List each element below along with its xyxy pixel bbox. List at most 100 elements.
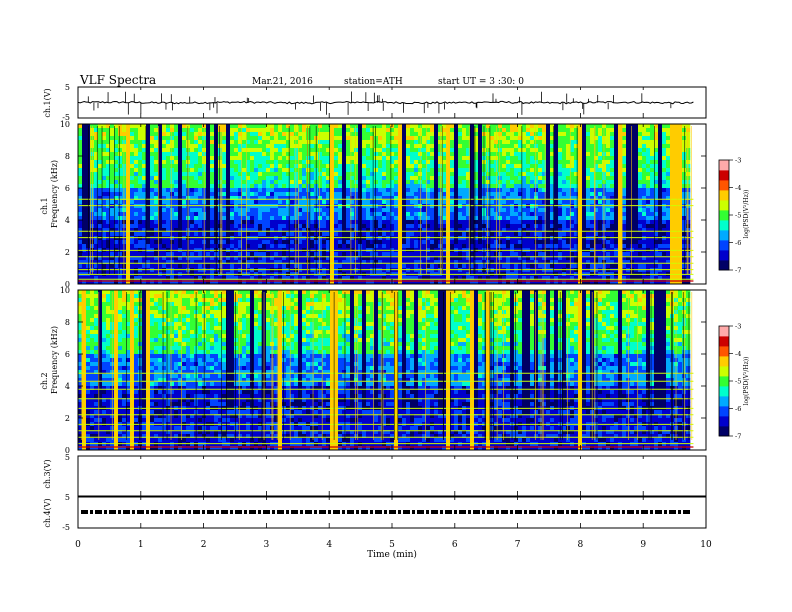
spectrogram-cell	[454, 168, 459, 173]
spectrogram-cell	[274, 228, 279, 233]
spectrogram-cell	[322, 232, 327, 237]
spectrogram-cell	[250, 148, 255, 153]
spectrogram-cell	[598, 180, 603, 185]
spectrogram-cell	[422, 156, 427, 161]
spectrogram-cell	[510, 240, 515, 245]
spectrogram-cell	[522, 168, 527, 173]
spectrogram-cell	[166, 212, 171, 217]
spectrogram-cell	[94, 216, 99, 221]
spectrogram-cell	[142, 252, 147, 257]
spectrogram-cell	[674, 180, 679, 185]
spectrogram-cell	[606, 216, 611, 221]
spectrogram-cell	[342, 152, 347, 157]
spectrogram-cell	[650, 144, 655, 149]
spectrogram-cell	[206, 140, 211, 145]
spectrogram-cell	[666, 168, 671, 173]
spectrogram-cell	[326, 184, 331, 189]
spectrogram-cell	[234, 188, 239, 193]
spectrogram-cell	[526, 132, 531, 137]
spectrogram-cell	[426, 156, 431, 161]
spectrogram-cell	[326, 172, 331, 177]
spectrogram-cell	[406, 136, 411, 141]
spectrogram-cell	[558, 244, 563, 249]
spectrogram-cell	[318, 136, 323, 141]
spectrogram-cell	[614, 188, 619, 193]
spectrogram-cell	[318, 128, 323, 133]
spectrogram-cell	[634, 236, 639, 241]
spectrogram-cell	[654, 224, 659, 229]
spectrogram-cell	[210, 208, 215, 213]
spectrogram-cell	[374, 244, 379, 249]
spectrogram-cell	[378, 224, 383, 229]
spectrogram-cell	[670, 172, 675, 177]
spectrogram-cell	[490, 244, 495, 249]
spectrogram-cell	[250, 204, 255, 209]
spectrogram-cell	[162, 172, 167, 177]
spectrogram-cell	[646, 220, 651, 225]
spectrogram-cell	[358, 212, 363, 217]
spectrogram-cell	[386, 216, 391, 221]
spectrogram-cell	[190, 224, 195, 229]
spectrogram-cell	[158, 228, 163, 233]
spectrogram-cell	[454, 232, 459, 237]
spectrogram-cell	[154, 216, 159, 221]
spectrogram-cell	[570, 136, 575, 141]
spectrogram-cell	[94, 240, 99, 245]
spectrogram-cell	[634, 244, 639, 249]
spectrogram-cell	[334, 164, 339, 169]
spectrogram-cell	[510, 224, 515, 229]
spectrogram-cell	[454, 204, 459, 209]
spectrogram-cell	[422, 236, 427, 241]
spectrogram-cell	[538, 164, 543, 169]
spectrogram-cell	[446, 204, 451, 209]
spectrogram-cell	[518, 208, 523, 213]
spectrogram-cell	[330, 124, 335, 129]
spectrogram-cell	[462, 208, 467, 213]
spectrogram-cell	[670, 216, 675, 221]
spectrogram-cell	[134, 208, 139, 213]
spectrogram-cell	[434, 132, 439, 137]
spectrogram-cell	[342, 144, 347, 149]
spectrogram-cell	[194, 144, 199, 149]
spectrogram-cell	[374, 176, 379, 181]
spectrogram-cell	[346, 180, 351, 185]
spectrogram-cell	[398, 140, 403, 145]
spectrogram-cell	[366, 128, 371, 133]
spectrogram-cell	[390, 176, 395, 181]
spectrogram-cell	[222, 144, 227, 149]
spectrogram-cell	[78, 140, 83, 145]
spectrogram-cell	[282, 224, 287, 229]
spectrogram-cell	[406, 244, 411, 249]
spectrogram-cell	[562, 244, 567, 249]
spectrogram-cell	[110, 184, 115, 189]
spectrogram-cell	[650, 196, 655, 201]
spectrogram-cell	[382, 140, 387, 145]
spectrogram-cell	[158, 136, 163, 141]
spectrogram-cell	[326, 236, 331, 241]
spectrogram-cell	[338, 176, 343, 181]
spectrogram-cell	[622, 124, 627, 129]
spectrogram-cell	[498, 188, 503, 193]
spectrogram-cell	[402, 184, 407, 189]
spectrogram-cell	[194, 232, 199, 237]
spectrogram-cell	[422, 232, 427, 237]
spectrogram-cell	[506, 188, 511, 193]
spectrogram-cell	[246, 180, 251, 185]
spectrogram-cell	[374, 240, 379, 245]
spectrogram-cell	[286, 176, 291, 181]
spectrogram-cell	[454, 124, 459, 129]
spectrogram-cell	[594, 232, 599, 237]
spectrogram-cell	[362, 192, 367, 197]
spectrogram-cell	[486, 148, 491, 153]
spectrogram-cell	[346, 136, 351, 141]
spectrogram-cell	[310, 196, 315, 201]
spectrogram-cell	[246, 136, 251, 141]
spectrogram-cell	[422, 128, 427, 133]
spectrogram-cell	[334, 132, 339, 137]
spectrogram-cell	[158, 208, 163, 213]
spectrogram-cell	[458, 152, 463, 157]
spectrogram-cell	[462, 152, 467, 157]
spectrogram-cell	[106, 176, 111, 181]
spectrogram-cell	[594, 204, 599, 209]
spectrogram-cell	[366, 124, 371, 129]
